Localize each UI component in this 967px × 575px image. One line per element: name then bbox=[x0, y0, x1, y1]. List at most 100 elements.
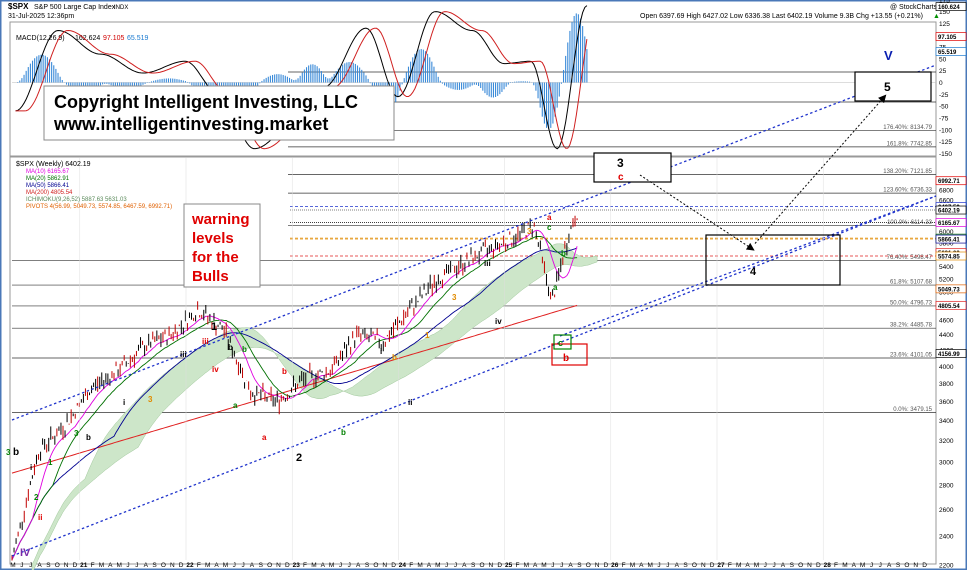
x-tick-label: J bbox=[126, 562, 129, 569]
x-tick-label: D bbox=[179, 562, 184, 569]
legend-ma50: MA(50) 5866.41 bbox=[26, 183, 70, 189]
x-tick-label: O bbox=[267, 562, 272, 569]
copyright-box-frame bbox=[43, 85, 395, 141]
x-tick-label: D bbox=[285, 562, 290, 569]
x-tick-label: M bbox=[842, 562, 847, 569]
wave-sublabel: b bbox=[228, 343, 233, 352]
warning-line-4: Bulls bbox=[192, 268, 229, 285]
wave-sublabel: a bbox=[553, 283, 558, 292]
x-tick-label: J bbox=[772, 562, 775, 569]
legend-symbol: $SPX (Weekly) 6402.19 bbox=[16, 161, 91, 168]
price-tick-label: 4400 bbox=[939, 332, 954, 339]
x-tick-label: F bbox=[728, 562, 732, 569]
x-tick-label: J bbox=[870, 562, 873, 569]
x-tick-label: O bbox=[55, 562, 60, 569]
x-tick-label: M bbox=[630, 562, 635, 569]
x-tick-label: F bbox=[515, 562, 519, 569]
x-tick-label: N bbox=[64, 562, 69, 569]
x-tick-label: S bbox=[896, 562, 901, 569]
price-tick-label: 3400 bbox=[939, 418, 954, 425]
wave-sublabel: 1 bbox=[48, 458, 53, 467]
wave-label-5: 5 bbox=[884, 80, 891, 94]
legend-ma200: MA(200) 4805.54 bbox=[26, 190, 73, 196]
wave-sublabel: iv bbox=[495, 317, 502, 326]
header-symbol: $SPX bbox=[8, 2, 29, 11]
wave-label-3c: c bbox=[618, 172, 624, 183]
x-tick-label: M bbox=[329, 562, 334, 569]
x-tick-label: N bbox=[913, 562, 918, 569]
header-ohlc: Open 6397.69 High 6427.02 Low 6336.38 La… bbox=[640, 13, 923, 20]
x-tick-label: J bbox=[339, 562, 342, 569]
wave-sublabel: iii bbox=[202, 337, 209, 346]
macd-legend-prefix: MACD(12,26,9) bbox=[16, 35, 65, 42]
x-tick-label: O bbox=[373, 562, 378, 569]
macd-tag-box bbox=[935, 47, 967, 56]
price-value-tags: 6992.716467.596402.196165.675882.915866.… bbox=[935, 176, 967, 358]
copyright-line-2: www.intelligentinvesting.market bbox=[53, 114, 328, 134]
wave-label-green-c: c bbox=[558, 338, 563, 348]
macd-tick-label: 175 bbox=[939, 0, 950, 4]
x-tick-label: N bbox=[170, 562, 175, 569]
x-tick-label: 23 bbox=[293, 562, 301, 569]
x-axis: M J J A S O N D 21 F M A M J J A S O N D 22 F M A M J J A S O N D 23 F M A M… bbox=[10, 158, 927, 569]
price-tick-label: 5200 bbox=[939, 277, 954, 284]
x-tick-label: S bbox=[577, 562, 582, 569]
warning-box-frame bbox=[183, 203, 261, 288]
warning-line-3: for the bbox=[192, 249, 239, 266]
macd-tag-label: 65.519 bbox=[938, 50, 957, 56]
price-tick-label: 2200 bbox=[939, 562, 954, 569]
x-tick-label: D bbox=[604, 562, 609, 569]
macd-tag-label: 97.105 bbox=[938, 35, 957, 41]
price-tick-label: 5400 bbox=[939, 264, 954, 271]
wave-sublabel: ii bbox=[408, 398, 412, 407]
x-tick-label: M bbox=[435, 562, 440, 569]
wave-5-target-box bbox=[854, 71, 932, 102]
wave-label-IV: IV bbox=[20, 547, 31, 559]
price-tag-box bbox=[935, 300, 967, 310]
ichimoku-cloud bbox=[31, 243, 598, 574]
price-tick-label: 4000 bbox=[939, 364, 954, 371]
macd-tick-label: -50 bbox=[939, 104, 949, 111]
x-tick-label: S bbox=[152, 562, 157, 569]
warning-line-1: warning bbox=[191, 211, 250, 228]
x-tick-label: S bbox=[790, 562, 795, 569]
x-tick-label: F bbox=[303, 562, 307, 569]
wave-label-1: 1 bbox=[211, 321, 217, 333]
price-tag-box bbox=[935, 205, 967, 215]
x-tick-label: A bbox=[639, 562, 644, 569]
wave-sublabel: 3 bbox=[527, 227, 532, 236]
x-tick-label: N bbox=[489, 562, 494, 569]
price-tick-label: 4600 bbox=[939, 317, 954, 324]
header-date: 31-Jul-2025 12:36pm bbox=[8, 13, 74, 20]
x-tick-label: M bbox=[116, 562, 121, 569]
macd-tick-label: 50 bbox=[939, 56, 947, 63]
x-tick-label: F bbox=[622, 562, 626, 569]
x-tick-label: S bbox=[259, 562, 264, 569]
wave-sublabel: a bbox=[233, 401, 238, 410]
channel-lower-line bbox=[11, 195, 937, 557]
legend-ichimoku: ICHIMOKU(9,26,52) 5887.63 5631.03 bbox=[26, 197, 127, 203]
price-tag-box bbox=[935, 251, 967, 261]
wave-sublabel: i bbox=[123, 398, 125, 407]
x-tick-label: J bbox=[454, 562, 457, 569]
wave-sublabel: b bbox=[86, 433, 91, 442]
price-tag-box bbox=[935, 349, 967, 358]
x-tick-label: O bbox=[161, 562, 166, 569]
price-tick-label: 3000 bbox=[939, 459, 954, 466]
x-tick-label: N bbox=[382, 562, 387, 569]
macd-tag-box bbox=[935, 2, 967, 11]
channel-middle-line bbox=[559, 195, 937, 337]
x-tick-label: J bbox=[241, 562, 244, 569]
price-tag-label: 5049.73 bbox=[938, 287, 960, 293]
projection-arrow-to-wave-5 bbox=[754, 94, 887, 244]
macd-tick-label: -150 bbox=[939, 151, 952, 158]
macd-tick-label: -75 bbox=[939, 115, 949, 122]
x-tick-label: N bbox=[595, 562, 600, 569]
price-tag-label: 6992.71 bbox=[938, 179, 960, 185]
wave-label-b-topleft: b bbox=[13, 447, 19, 458]
x-tick-label: J bbox=[551, 562, 554, 569]
warning-line-2: levels bbox=[192, 230, 234, 247]
x-tick-label: A bbox=[144, 562, 149, 569]
wave-4-target-box bbox=[705, 234, 841, 286]
